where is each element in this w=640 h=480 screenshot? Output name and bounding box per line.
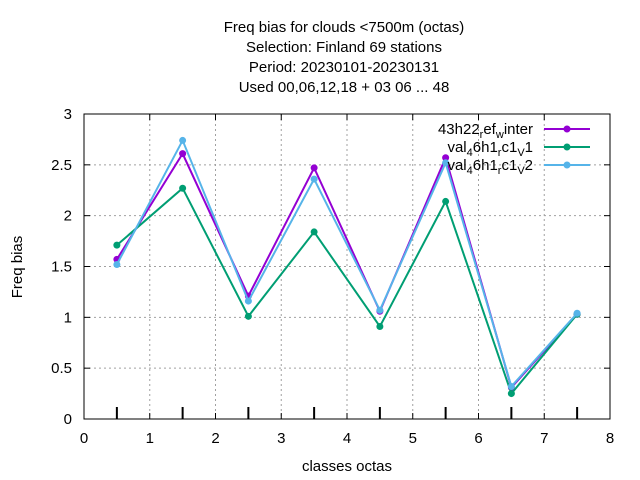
data-point: [179, 150, 187, 158]
data-point: [179, 184, 187, 192]
title-line: Used 00,06,12,18 + 03 06 ... 48: [239, 79, 450, 96]
data-point: [310, 164, 318, 172]
legend-item: val46h1rc1V2: [447, 157, 590, 177]
data-point: [442, 159, 450, 167]
data-point: [507, 390, 515, 398]
data-point: [442, 197, 450, 205]
data-point: [376, 322, 384, 330]
y-tick-label: 2.5: [51, 157, 72, 174]
data-point: [376, 306, 384, 314]
data-point: [573, 309, 581, 317]
legend-item: 43h22refwinter: [438, 121, 590, 141]
legend-marker: [563, 143, 571, 151]
x-tick-label: 5: [409, 430, 417, 447]
y-tick-label: 3: [64, 106, 72, 123]
series-line: [116, 186, 578, 396]
x-tick-label: 7: [540, 430, 548, 447]
series-3: [113, 136, 581, 390]
series: [113, 136, 581, 398]
y-axis-label: Freq bias: [9, 236, 26, 299]
x-tick-label: 1: [146, 430, 154, 447]
legend-label: val46h1rc1V1: [447, 139, 533, 159]
series-2: [113, 184, 581, 398]
data-point: [244, 297, 252, 305]
y-tick-label: 1: [64, 309, 72, 326]
legend-marker: [563, 161, 571, 169]
legend-item: val46h1rc1V1: [447, 139, 590, 159]
data-point: [507, 382, 515, 390]
y-tick-label: 0.5: [51, 360, 72, 377]
legend-label: 43h22refwinter: [438, 121, 533, 141]
data-point: [113, 241, 121, 249]
data-point: [442, 154, 450, 162]
x-tick-label: 0: [80, 430, 88, 447]
axis-ticks: 0 1 2 3 4 5 6 7 8 0 0.5 1 1.5 2 2.5 3: [51, 106, 614, 447]
title-line: Selection: Finland 69 stations: [246, 39, 442, 56]
x-tick-label: 3: [277, 430, 285, 447]
data-point: [113, 260, 121, 268]
x-tick-label: 8: [606, 430, 614, 447]
legend-marker: [563, 125, 571, 133]
y-tick-label: 1.5: [51, 259, 72, 276]
data-point: [310, 175, 318, 183]
data-point: [310, 228, 318, 236]
legend-label: val46h1rc1V2: [447, 157, 533, 177]
x-tick-label: 4: [343, 430, 351, 447]
title-line: Period: 20230101-20230131: [249, 59, 439, 76]
y-tick-label: 0: [64, 411, 72, 428]
x-tick-label: 2: [211, 430, 219, 447]
y-tick-label: 2: [64, 208, 72, 225]
x-axis-label: classes octas: [302, 458, 392, 475]
title-line: Freq bias for clouds <7500m (octas): [224, 19, 465, 36]
data-point: [244, 312, 252, 320]
x-tick-label: 6: [474, 430, 482, 447]
chart-title: Freq bias for clouds <7500m (octas) Selec…: [224, 19, 465, 96]
series-line: [115, 138, 578, 389]
data-point: [179, 136, 187, 144]
